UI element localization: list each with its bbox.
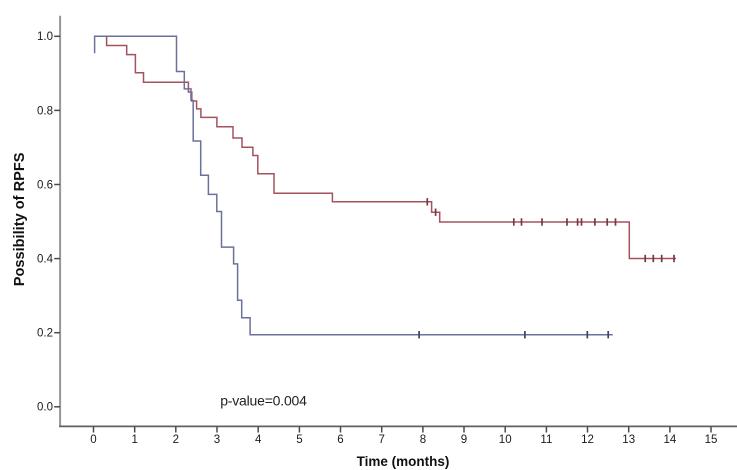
- svg-text:4: 4: [255, 434, 262, 446]
- svg-text:1: 1: [131, 434, 137, 446]
- svg-text:0.6: 0.6: [37, 179, 53, 191]
- svg-text:13: 13: [622, 434, 635, 446]
- svg-text:11: 11: [540, 434, 552, 446]
- svg-text:Time (months): Time (months): [357, 454, 450, 469]
- svg-text:8: 8: [420, 434, 426, 446]
- svg-text:12: 12: [581, 434, 594, 446]
- svg-text:5: 5: [296, 434, 302, 446]
- svg-text:0.2: 0.2: [37, 328, 53, 340]
- svg-text:2: 2: [173, 434, 179, 446]
- svg-text:1.0: 1.0: [37, 31, 53, 43]
- svg-text:0.0: 0.0: [37, 402, 53, 414]
- svg-text:0.4: 0.4: [37, 254, 54, 266]
- svg-text:10: 10: [499, 434, 512, 446]
- svg-text:3: 3: [214, 434, 220, 446]
- svg-text:0.8: 0.8: [37, 105, 53, 117]
- svg-text:Possibility of RPFS: Possibility of RPFS: [12, 152, 28, 286]
- svg-text:15: 15: [705, 434, 718, 446]
- svg-text:p-value=0.004: p-value=0.004: [220, 393, 307, 409]
- svg-text:0: 0: [90, 434, 96, 446]
- svg-text:7: 7: [378, 434, 384, 446]
- svg-text:14: 14: [664, 434, 677, 446]
- svg-text:9: 9: [461, 434, 467, 446]
- svg-text:6: 6: [337, 434, 343, 446]
